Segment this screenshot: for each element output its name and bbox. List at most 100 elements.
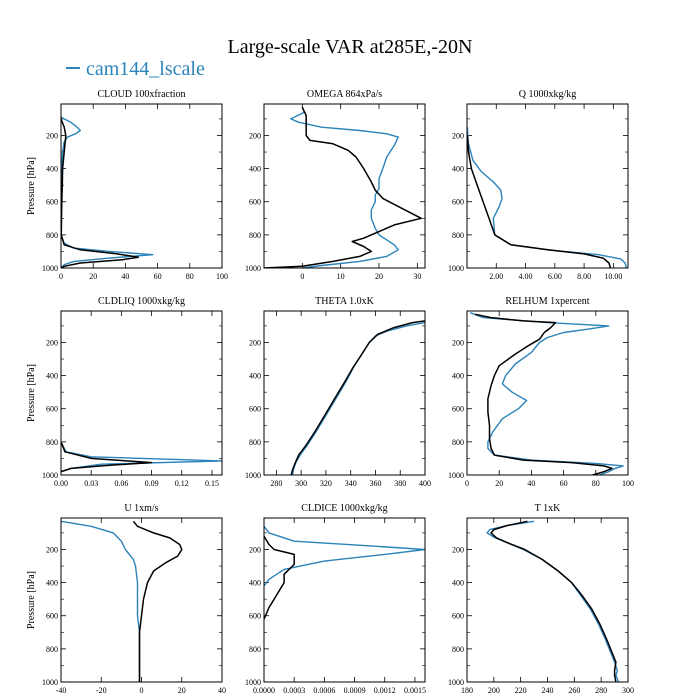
y-tick-label: 800 xyxy=(452,645,464,654)
obs-series-line xyxy=(61,118,140,268)
y-tick-label: 200 xyxy=(249,338,261,347)
x-tick-label: 240 xyxy=(542,686,554,695)
x-tick-label: 2.00 xyxy=(489,272,503,281)
y-tick-label: 600 xyxy=(249,198,261,207)
plot-frame xyxy=(263,310,426,476)
plot-frame xyxy=(466,517,629,683)
x-tick-label: 60 xyxy=(560,479,568,488)
y-tick-label: 400 xyxy=(249,372,261,381)
x-tick-label: 280 xyxy=(270,479,282,488)
y-tick-label: 600 xyxy=(46,198,58,207)
x-tick-label: 0 xyxy=(140,686,144,695)
y-tick-label: 600 xyxy=(452,612,464,621)
panel-title: CLOUD 100xfraction xyxy=(97,89,185,100)
x-tick-label: 6.00 xyxy=(548,272,562,281)
x-tick-label: 40 xyxy=(121,272,129,281)
y-tick-label: 200 xyxy=(46,338,58,347)
x-tick-label: 4.00 xyxy=(519,272,533,281)
plot-frame xyxy=(466,310,629,476)
panel-3: CLDLIQ 1000xkg/kg Pressure [hPa] 200 400 600… xyxy=(26,296,223,488)
x-tick-label: 20 xyxy=(495,479,503,488)
y-tick-label: 400 xyxy=(249,165,261,174)
x-tick-label: 40 xyxy=(527,479,535,488)
y-tick-label: 200 xyxy=(46,545,58,554)
obs-series-line xyxy=(290,320,425,475)
y-tick-label: 200 xyxy=(46,131,58,140)
x-tick-label: 200 xyxy=(488,686,500,695)
y-tick-label: 600 xyxy=(452,405,464,414)
x-tick-label: 80 xyxy=(592,479,600,488)
x-tick-label: 260 xyxy=(568,686,580,695)
legend-label: cam144_lscale xyxy=(86,58,205,80)
panel-title: Q 1000xkg/kg xyxy=(519,89,577,100)
y-tick-label: 400 xyxy=(46,579,58,588)
model-series-line xyxy=(467,127,628,268)
y-tick-label: 600 xyxy=(452,198,464,207)
x-tick-label: 320 xyxy=(320,479,332,488)
y-axis-label: Pressure [hPa] xyxy=(26,571,37,629)
y-tick-label: 800 xyxy=(249,645,261,654)
y-tick-label: 800 xyxy=(249,438,261,447)
panel-2: Q 1000xkg/kg 200 400 600 800 1000 2.00 4.00 6.00… xyxy=(448,89,629,281)
y-tick-label: 1000 xyxy=(448,264,464,273)
y-tick-label: 1000 xyxy=(245,471,261,480)
model-series-line xyxy=(61,520,141,682)
panel-1: OMEGA 864xPa/s 200 400 600 800 1000 0 10 20 30 xyxy=(245,89,426,281)
x-tick-label: 0 xyxy=(59,272,63,281)
panel-title: THETA 1.0xK xyxy=(315,296,374,307)
y-tick-label: 200 xyxy=(249,545,261,554)
x-tick-label: 80 xyxy=(186,272,194,281)
y-tick-label: 800 xyxy=(452,231,464,240)
y-tick-label: 400 xyxy=(452,165,464,174)
x-tick-label: 100 xyxy=(216,272,228,281)
legend-swatch xyxy=(66,67,80,70)
x-tick-label: 400 xyxy=(419,479,431,488)
panel-title: CLDICE 1000xkg/kg xyxy=(301,503,387,514)
y-tick-label: 400 xyxy=(46,372,58,381)
y-tick-label: 800 xyxy=(46,438,58,447)
x-tick-label: 0 xyxy=(300,272,304,281)
x-tick-label: 20 xyxy=(375,272,383,281)
plot-frame xyxy=(263,103,426,269)
x-tick-label: 0.06 xyxy=(114,479,128,488)
y-tick-label: 800 xyxy=(452,438,464,447)
y-tick-label: 400 xyxy=(452,579,464,588)
x-tick-label: 0.09 xyxy=(145,479,159,488)
model-series-line xyxy=(291,321,425,475)
y-tick-label: 1000 xyxy=(42,264,58,273)
y-axis-label: Pressure [hPa] xyxy=(26,364,37,422)
panel-title: U 1xm/s xyxy=(124,503,158,514)
legend: cam144_lscale xyxy=(66,58,205,81)
y-tick-label: 1000 xyxy=(448,471,464,480)
model-series-line xyxy=(469,312,624,475)
y-tick-label: 600 xyxy=(46,612,58,621)
y-tick-label: 1000 xyxy=(245,264,261,273)
x-tick-label: 20 xyxy=(178,686,186,695)
x-tick-label: 180 xyxy=(461,686,473,695)
panel-title: RELHUM 1xpercent xyxy=(505,296,589,307)
y-tick-label: 600 xyxy=(249,405,261,414)
y-tick-label: 800 xyxy=(249,231,261,240)
plot-frame xyxy=(466,103,629,269)
y-tick-label: 1000 xyxy=(245,678,261,687)
y-tick-label: 800 xyxy=(46,231,58,240)
x-tick-label: 0.0006 xyxy=(313,686,335,695)
x-tick-label: 40 xyxy=(218,686,226,695)
plot-frame xyxy=(263,517,426,683)
x-tick-label: 10.00 xyxy=(604,272,622,281)
x-tick-label: 30 xyxy=(413,272,421,281)
x-tick-label: 340 xyxy=(345,479,357,488)
obs-series-line xyxy=(264,106,422,268)
y-tick-label: 800 xyxy=(46,645,58,654)
obs-series-line xyxy=(132,520,183,682)
x-tick-label: 300 xyxy=(622,686,634,695)
figure-title: Large-scale VAR at285E,-20N xyxy=(227,36,473,58)
y-tick-label: 1000 xyxy=(42,471,58,480)
plot-frame xyxy=(60,517,223,683)
